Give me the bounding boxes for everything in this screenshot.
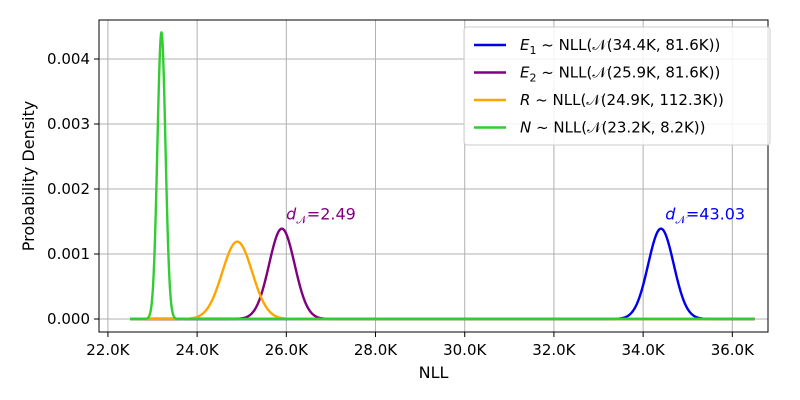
x-tick-label: 24.0K [175, 341, 219, 359]
x-tick-label: 32.0K [532, 341, 576, 359]
annotation-d0: d𝒩=2.49 [286, 204, 356, 226]
annotation-d1: d𝒩=43.03 [665, 204, 745, 226]
x-tick-label: 36.0K [711, 341, 755, 359]
legend-entry-N: N ~ NLL(𝒩(23.2K, 8.2K)) [520, 119, 706, 137]
series-line-E2 [129, 227, 756, 321]
y-tick-label: 0.001 [47, 245, 90, 263]
legend: E1 ~ NLL(𝒩(34.4K, 81.6K)) E2 ~ NLL(𝒩(25.9… [463, 26, 771, 146]
legend-entry-R: R ~ NLL(𝒩(24.9K, 112.3K)) [520, 91, 724, 109]
series-line-N [129, 31, 756, 321]
annotations: d𝒩=2.49 d𝒩=43.03 [286, 204, 745, 226]
x-tick-label: 22.0K [86, 341, 130, 359]
y-tick-label: 0.000 [47, 310, 90, 328]
x-tick-label: 28.0K [354, 341, 398, 359]
y-tick-label: 0.003 [47, 115, 90, 133]
y-axis-label: Probability Density [19, 101, 38, 252]
y-tick-label: 0.004 [47, 50, 90, 68]
series-line-E1 [129, 227, 756, 321]
x-tick-label: 30.0K [443, 341, 487, 359]
legend-entry-E1: E1 ~ NLL(𝒩(34.4K, 81.6K)) [520, 36, 720, 57]
legend-box [463, 26, 771, 146]
series-line-R [129, 240, 756, 321]
x-axis-label: NLL [419, 363, 449, 382]
plot-frame [98, 19, 769, 333]
legend-entry-E2: E2 ~ NLL(𝒩(25.9K, 81.6K)) [520, 64, 720, 85]
axis-ticks: 22.0K 24.0K 26.0K 28.0K 30.0K 32.0K 34.0K 36.0K… [47, 50, 755, 359]
y-tick-label: 0.002 [47, 180, 90, 198]
series-curves [129, 31, 756, 321]
x-tick-label: 34.0K [621, 341, 665, 359]
x-tick-label: 26.0K [265, 341, 309, 359]
